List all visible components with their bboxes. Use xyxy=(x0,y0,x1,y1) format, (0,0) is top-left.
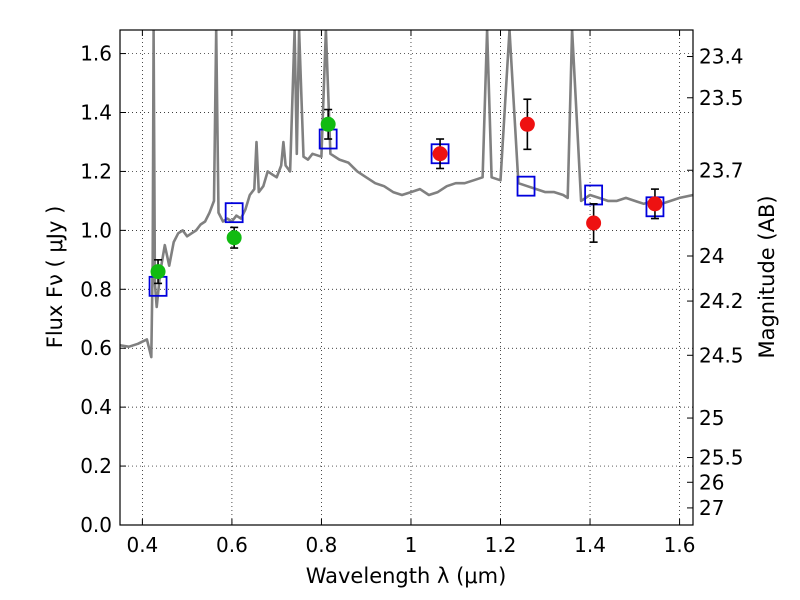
y-tick-label: 0.4 xyxy=(80,395,112,419)
data-point xyxy=(647,196,663,212)
plot-frame xyxy=(119,29,694,526)
right-tick-label: 24.2 xyxy=(699,289,744,313)
y-axis-label: Flux Fν ( μJy ) xyxy=(43,206,67,349)
data-point xyxy=(519,116,535,132)
right-tick-label: 27 xyxy=(699,496,724,520)
x-tick-label: 1 xyxy=(405,533,418,557)
right-tick-label: 23.5 xyxy=(699,86,744,110)
y-tick-label: 0.0 xyxy=(80,513,112,537)
right-tick-label: 25 xyxy=(699,406,724,430)
x-tick-label: 0.8 xyxy=(306,533,338,557)
x-tick-label: 1.2 xyxy=(485,533,517,557)
ticks xyxy=(120,30,693,526)
x-tick-label: 0.4 xyxy=(126,533,158,557)
y-tick-label: 0.6 xyxy=(80,336,112,360)
y-tick-label: 1.0 xyxy=(80,218,112,242)
right-tick-label: 23.7 xyxy=(699,158,744,182)
y-tick-label: 1.6 xyxy=(80,42,112,66)
right-tick-label: 23.4 xyxy=(699,45,744,69)
right-tick-label: 25.5 xyxy=(699,446,744,470)
right-tick-label: 24.5 xyxy=(699,343,744,367)
tick-labels: 0.4 0.6 0.8 1 1.2 1.4 1.6 0.0 0.2 0.4 0.6 0.8 1.0 1.2… xyxy=(80,42,743,557)
data-point xyxy=(432,146,448,162)
y-tick-label: 0.8 xyxy=(80,277,112,301)
marker-layer xyxy=(148,98,665,297)
right-tick-label: 26 xyxy=(699,470,724,494)
x-tick-label: 0.6 xyxy=(216,533,248,557)
x-tick-label: 1.6 xyxy=(664,533,696,557)
y-axis-label-right: Magnitude (AB) xyxy=(755,195,779,358)
data-point xyxy=(586,215,602,231)
y-tick-label: 1.2 xyxy=(80,159,112,183)
x-axis-label: Wavelength λ (μm) xyxy=(306,564,507,588)
model-square-marker xyxy=(516,175,536,197)
data-point xyxy=(320,116,336,132)
y-tick-label: 1.4 xyxy=(80,101,112,125)
x-tick-label: 1.4 xyxy=(574,533,606,557)
model-square-marker xyxy=(224,202,244,224)
right-tick-label: 24 xyxy=(699,244,724,268)
spectrum-layer xyxy=(120,30,693,359)
data-point xyxy=(150,264,166,280)
y-tick-label: 0.2 xyxy=(80,454,112,478)
data-point xyxy=(226,230,242,246)
spectrum-line xyxy=(120,30,693,359)
grid xyxy=(120,30,693,526)
